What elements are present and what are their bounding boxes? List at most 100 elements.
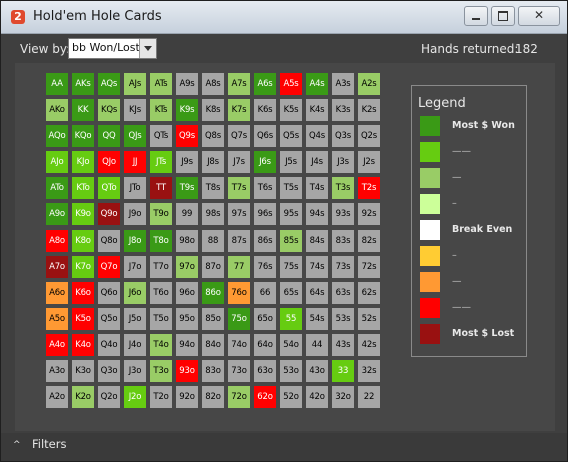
hand-cell[interactable]: K6o xyxy=(72,281,94,304)
hand-cell[interactable]: 82o xyxy=(202,386,224,409)
hand-cell[interactable]: 43s xyxy=(332,333,354,356)
hand-cell[interactable]: 98o xyxy=(176,229,198,252)
hand-cell[interactable]: A4s xyxy=(306,73,328,95)
hand-cell[interactable]: A3o xyxy=(46,360,68,383)
hand-cell[interactable]: JJ xyxy=(124,151,146,174)
hand-cell[interactable]: A4o xyxy=(46,333,68,356)
hand-cell[interactable]: A2s xyxy=(358,73,380,95)
hand-cell[interactable]: 44 xyxy=(306,333,328,356)
hand-cell[interactable]: 62o xyxy=(254,386,276,409)
hand-cell[interactable]: JTs xyxy=(150,151,172,174)
hand-cell[interactable]: KTo xyxy=(72,177,94,200)
hand-cell[interactable]: 22 xyxy=(358,386,380,409)
hand-cell[interactable]: J5o xyxy=(124,307,146,330)
hand-cell[interactable]: J6s xyxy=(254,151,276,174)
hand-cell[interactable]: 92s xyxy=(358,203,380,226)
hand-cell[interactable]: T9o xyxy=(150,203,172,226)
hand-cell[interactable]: 73o xyxy=(228,360,250,383)
hand-cell[interactable]: 86o xyxy=(202,281,224,304)
hand-cell[interactable]: 53o xyxy=(280,360,302,383)
hand-cell[interactable]: K8s xyxy=(202,99,224,122)
hand-cell[interactable]: Q5o xyxy=(98,307,120,330)
hand-cell[interactable]: K6s xyxy=(254,99,276,122)
hand-cell[interactable]: K9o xyxy=(72,203,94,226)
hand-cell[interactable]: A8s xyxy=(202,73,224,95)
hand-cell[interactable]: A9o xyxy=(46,203,68,226)
hand-cell[interactable]: JTo xyxy=(124,177,146,200)
hand-cell[interactable]: J9s xyxy=(176,151,198,174)
maximize-button[interactable] xyxy=(491,6,515,26)
hand-cell[interactable]: AQs xyxy=(98,73,120,95)
hand-cell[interactable]: Q8s xyxy=(202,125,224,148)
hand-cell[interactable]: QJo xyxy=(98,151,120,174)
hand-cell[interactable]: 76s xyxy=(254,255,276,278)
hand-cell[interactable]: 62s xyxy=(358,281,380,304)
hand-cell[interactable]: 52o xyxy=(280,386,302,409)
hand-cell[interactable]: A3s xyxy=(332,73,354,95)
hand-cell[interactable]: Q7o xyxy=(98,255,120,278)
hand-cell[interactable]: 85o xyxy=(202,307,224,330)
hand-cell[interactable]: 74o xyxy=(228,333,250,356)
hand-cell[interactable]: 42s xyxy=(358,333,380,356)
hand-cell[interactable]: AJo xyxy=(46,151,68,174)
hand-cell[interactable]: A9s xyxy=(176,73,198,95)
hand-cell[interactable]: QTo xyxy=(98,177,120,200)
chevron-up-icon[interactable]: ^ xyxy=(13,440,21,450)
hand-cell[interactable]: A5s xyxy=(280,73,302,95)
hand-cell[interactable]: 94o xyxy=(176,333,198,356)
hand-cell[interactable]: J4o xyxy=(124,333,146,356)
hand-cell[interactable]: Q7s xyxy=(228,125,250,148)
hand-cell[interactable]: KK xyxy=(72,99,94,122)
hand-cell[interactable]: 93s xyxy=(332,203,354,226)
hand-cell[interactable]: T2s xyxy=(358,177,380,200)
hand-cell[interactable]: K2s xyxy=(358,99,380,122)
hand-cell[interactable]: KQs xyxy=(98,99,120,122)
chevron-down-icon[interactable] xyxy=(139,39,156,58)
hand-cell[interactable]: Q2o xyxy=(98,386,120,409)
hand-cell[interactable]: J4s xyxy=(306,151,328,174)
hand-cell[interactable]: 95s xyxy=(280,203,302,226)
hand-cell[interactable]: 88 xyxy=(202,229,224,252)
hand-cell[interactable]: KJo xyxy=(72,151,94,174)
hand-cell[interactable]: A7o xyxy=(46,255,68,278)
hand-cell[interactable]: 85s xyxy=(280,229,302,252)
hand-cell[interactable]: 73s xyxy=(332,255,354,278)
hand-cell[interactable]: 74s xyxy=(306,255,328,278)
hand-cell[interactable]: TT xyxy=(150,177,172,200)
hand-cell[interactable]: 82s xyxy=(358,229,380,252)
hand-cell[interactable]: 54s xyxy=(306,307,328,330)
hand-cell[interactable]: J8s xyxy=(202,151,224,174)
hand-cell[interactable]: T7o xyxy=(150,255,172,278)
hand-cell[interactable]: 33 xyxy=(332,360,354,383)
hand-cell[interactable]: AA xyxy=(46,73,68,95)
hand-cell[interactable]: Q6s xyxy=(254,125,276,148)
hand-cell[interactable]: T6s xyxy=(254,177,276,200)
hand-cell[interactable]: T3s xyxy=(332,177,354,200)
hand-cell[interactable]: K4s xyxy=(306,99,328,122)
hand-cell[interactable]: A2o xyxy=(46,386,68,409)
hand-cell[interactable]: 86s xyxy=(254,229,276,252)
hand-cell[interactable]: 54o xyxy=(280,333,302,356)
hand-cell[interactable]: T5o xyxy=(150,307,172,330)
hand-cell[interactable]: 66 xyxy=(254,281,276,304)
hand-cell[interactable]: AKs xyxy=(72,73,94,95)
hand-cell[interactable]: T8s xyxy=(202,177,224,200)
filters-toggle[interactable]: Filters xyxy=(32,437,67,451)
hand-cell[interactable]: 94s xyxy=(306,203,328,226)
hand-cell[interactable]: K5s xyxy=(280,99,302,122)
hand-cell[interactable]: AKo xyxy=(46,99,68,122)
hand-cell[interactable]: 99 xyxy=(176,203,198,226)
hand-cell[interactable]: 64s xyxy=(306,281,328,304)
hand-cell[interactable]: K8o xyxy=(72,229,94,252)
hand-cell[interactable]: 96s xyxy=(254,203,276,226)
hand-cell[interactable]: Q5s xyxy=(280,125,302,148)
hand-cell[interactable]: 72o xyxy=(228,386,250,409)
hand-cell[interactable]: ATs xyxy=(150,73,172,95)
hand-cell[interactable]: T2o xyxy=(150,386,172,409)
hand-cell[interactable]: 93o xyxy=(176,360,198,383)
hand-cell[interactable]: KJs xyxy=(124,99,146,122)
hand-cell[interactable]: T6o xyxy=(150,281,172,304)
hand-cell[interactable]: J6o xyxy=(124,281,146,304)
hand-cell[interactable]: T4o xyxy=(150,333,172,356)
hand-cell[interactable]: A6s xyxy=(254,73,276,95)
